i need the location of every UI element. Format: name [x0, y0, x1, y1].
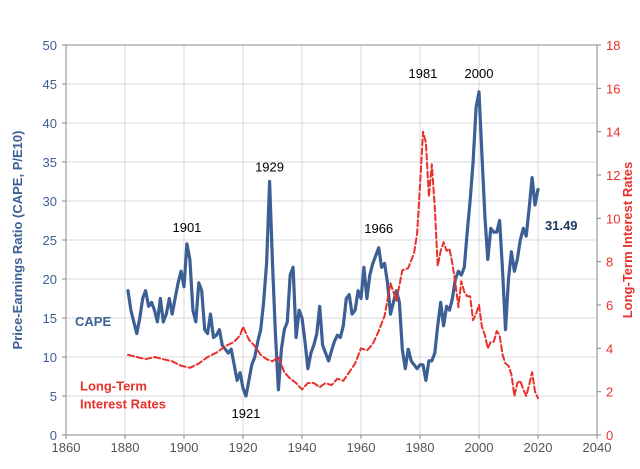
legend-cape-label: CAPE — [75, 314, 111, 329]
legend-rates-label-line2: Interest Rates — [80, 396, 166, 411]
series-lines — [126, 90, 540, 400]
right-axis-ticks: 0 2 4 6 8 10 12 14 16 18 — [597, 38, 620, 443]
x-tick-label: 2000 — [465, 440, 494, 455]
left-tick-label: 25 — [43, 233, 57, 248]
interest-rate-line — [127, 130, 539, 400]
annotation-1929: 1929 — [255, 160, 284, 175]
x-tick-label: 1980 — [406, 440, 435, 455]
left-axis-ticks: 0 5 10 15 20 25 30 35 40 45 50 — [43, 38, 66, 443]
right-tick-label: 2 — [606, 385, 613, 400]
gridlines — [66, 45, 597, 435]
left-tick-label: 50 — [43, 38, 57, 53]
right-tick-label: 12 — [606, 168, 620, 183]
right-axis-label: Long-Term Interest Rates — [620, 162, 635, 319]
x-tick-label: 1920 — [229, 440, 258, 455]
right-tick-label: 16 — [606, 81, 620, 96]
left-tick-label: 0 — [50, 428, 57, 443]
x-tick-label: 2040 — [583, 440, 612, 455]
right-tick-label: 4 — [606, 341, 613, 356]
left-tick-label: 35 — [43, 155, 57, 170]
right-tick-label: 14 — [606, 125, 620, 140]
right-tick-label: 10 — [606, 211, 620, 226]
x-tick-label: 1880 — [111, 440, 140, 455]
right-tick-label: 0 — [606, 428, 613, 443]
cape-line — [126, 90, 540, 398]
x-tick-label: 2020 — [524, 440, 553, 455]
annotation-2000: 2000 — [465, 66, 494, 81]
x-tick-label: 1900 — [170, 440, 199, 455]
x-tick-label: 1960 — [347, 440, 376, 455]
annotation-1901: 1901 — [172, 220, 201, 235]
left-tick-label: 45 — [43, 77, 57, 92]
annotation-current-cape: 31.49 — [545, 218, 578, 233]
x-tick-label: 1940 — [288, 440, 317, 455]
annotation-1981: 1981 — [408, 66, 437, 81]
left-tick-label: 20 — [43, 272, 57, 287]
left-tick-label: 10 — [43, 350, 57, 365]
left-tick-label: 40 — [43, 116, 57, 131]
annotation-1966: 1966 — [364, 221, 393, 236]
right-tick-label: 6 — [606, 298, 613, 313]
legend-rates-label-line1: Long-Term — [80, 379, 147, 394]
x-tick-label: 1860 — [52, 440, 81, 455]
left-tick-label: 5 — [50, 389, 57, 404]
left-axis-label: Price-Earnings Ratio (CAPE, P/E10) — [10, 131, 25, 350]
left-tick-label: 15 — [43, 311, 57, 326]
x-axis-ticks: 1860 1880 1900 1920 1940 1960 1980 2000 2020 2040 — [52, 435, 612, 455]
annotation-1921: 1921 — [231, 406, 260, 421]
right-tick-label: 8 — [606, 255, 613, 270]
right-tick-label: 18 — [606, 38, 620, 53]
left-tick-label: 30 — [43, 194, 57, 209]
